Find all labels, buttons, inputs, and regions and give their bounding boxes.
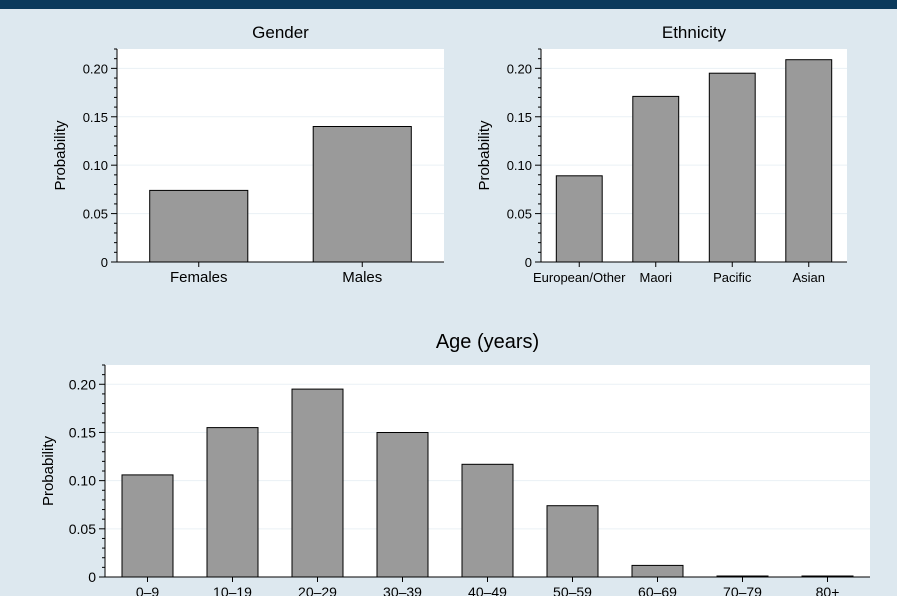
bar-age-4: [461, 463, 514, 578]
bar-age-3: [376, 432, 429, 578]
bar-gender-1: [312, 126, 412, 263]
bar-age-5: [546, 505, 599, 578]
y-tick-label: 0: [525, 255, 532, 270]
header-bar: [0, 0, 897, 9]
x-tick-label: 30–39: [383, 584, 422, 596]
y-tick-label: 0.15: [83, 110, 108, 125]
bar-ethnicity-1: [632, 95, 680, 263]
bar-age-2: [291, 388, 344, 578]
x-tick-label: Males: [342, 269, 382, 286]
x-tick-label: 80+: [816, 584, 840, 596]
y-axis-label: Probability: [52, 120, 69, 191]
x-tick-label: Maori: [639, 270, 672, 285]
bar-ethnicity-3: [785, 59, 833, 263]
x-tick-label: Females: [170, 269, 228, 286]
y-axis-label: Probability: [40, 435, 57, 506]
x-tick-label: 10–19: [213, 584, 252, 596]
y-tick-label: 0.10: [507, 158, 532, 173]
y-tick-label: 0.05: [83, 207, 108, 222]
x-tick-label: Asian: [792, 270, 825, 285]
y-axis-label: Probability: [476, 120, 493, 191]
x-tick-label: Pacific: [713, 270, 752, 285]
bar-age-6: [631, 564, 684, 578]
chart-title: Age (years): [436, 331, 539, 353]
bar-age-1: [206, 427, 259, 578]
x-tick-label: 50–59: [553, 584, 592, 596]
chart-title: Ethnicity: [662, 23, 727, 42]
y-tick-label: 0.15: [507, 110, 532, 125]
figure-panel: 0 0.05 0.10 0.15 0.20 Females Males Gender Proba…: [0, 9, 897, 596]
y-tick-label: 0.10: [69, 473, 96, 489]
x-tick-label: 40–49: [468, 584, 507, 596]
x-tick-label: 20–29: [298, 584, 337, 596]
bar-age-0: [121, 474, 174, 578]
chart-age: 0 0.05 0.10 0.15 0.20 0–9 10–19 20–29 30–39 40–49…: [40, 331, 870, 596]
y-tick-label: 0.20: [69, 376, 96, 392]
y-tick-label: 0.05: [507, 207, 532, 222]
chart-ethnicity: 0 0.05 0.10 0.15 0.20 European/Other Maori Paci…: [476, 23, 847, 285]
y-tick-label: 0.20: [83, 61, 108, 76]
charts-canvas: 0 0.05 0.10 0.15 0.20 Females Males Gender Proba…: [40, 23, 870, 596]
x-tick-label: 0–9: [136, 584, 160, 596]
y-tick-label: 0: [101, 255, 108, 270]
x-tick-label: 60–69: [638, 584, 677, 596]
x-tick-label: 70–79: [723, 584, 762, 596]
y-tick-label: 0.05: [69, 521, 96, 537]
y-tick-label: 0.20: [507, 61, 532, 76]
bar-gender-0: [149, 189, 249, 263]
y-tick-label: 0: [88, 569, 96, 585]
bar-ethnicity-2: [708, 72, 756, 263]
chart-gender: 0 0.05 0.10 0.15 0.20 Females Males Gender Proba…: [52, 23, 444, 286]
bar-ethnicity-0: [555, 175, 603, 263]
y-tick-label: 0.15: [69, 424, 96, 440]
x-tick-label: European/Other: [533, 270, 626, 285]
y-tick-label: 0.10: [83, 158, 108, 173]
chart-title: Gender: [252, 23, 309, 42]
